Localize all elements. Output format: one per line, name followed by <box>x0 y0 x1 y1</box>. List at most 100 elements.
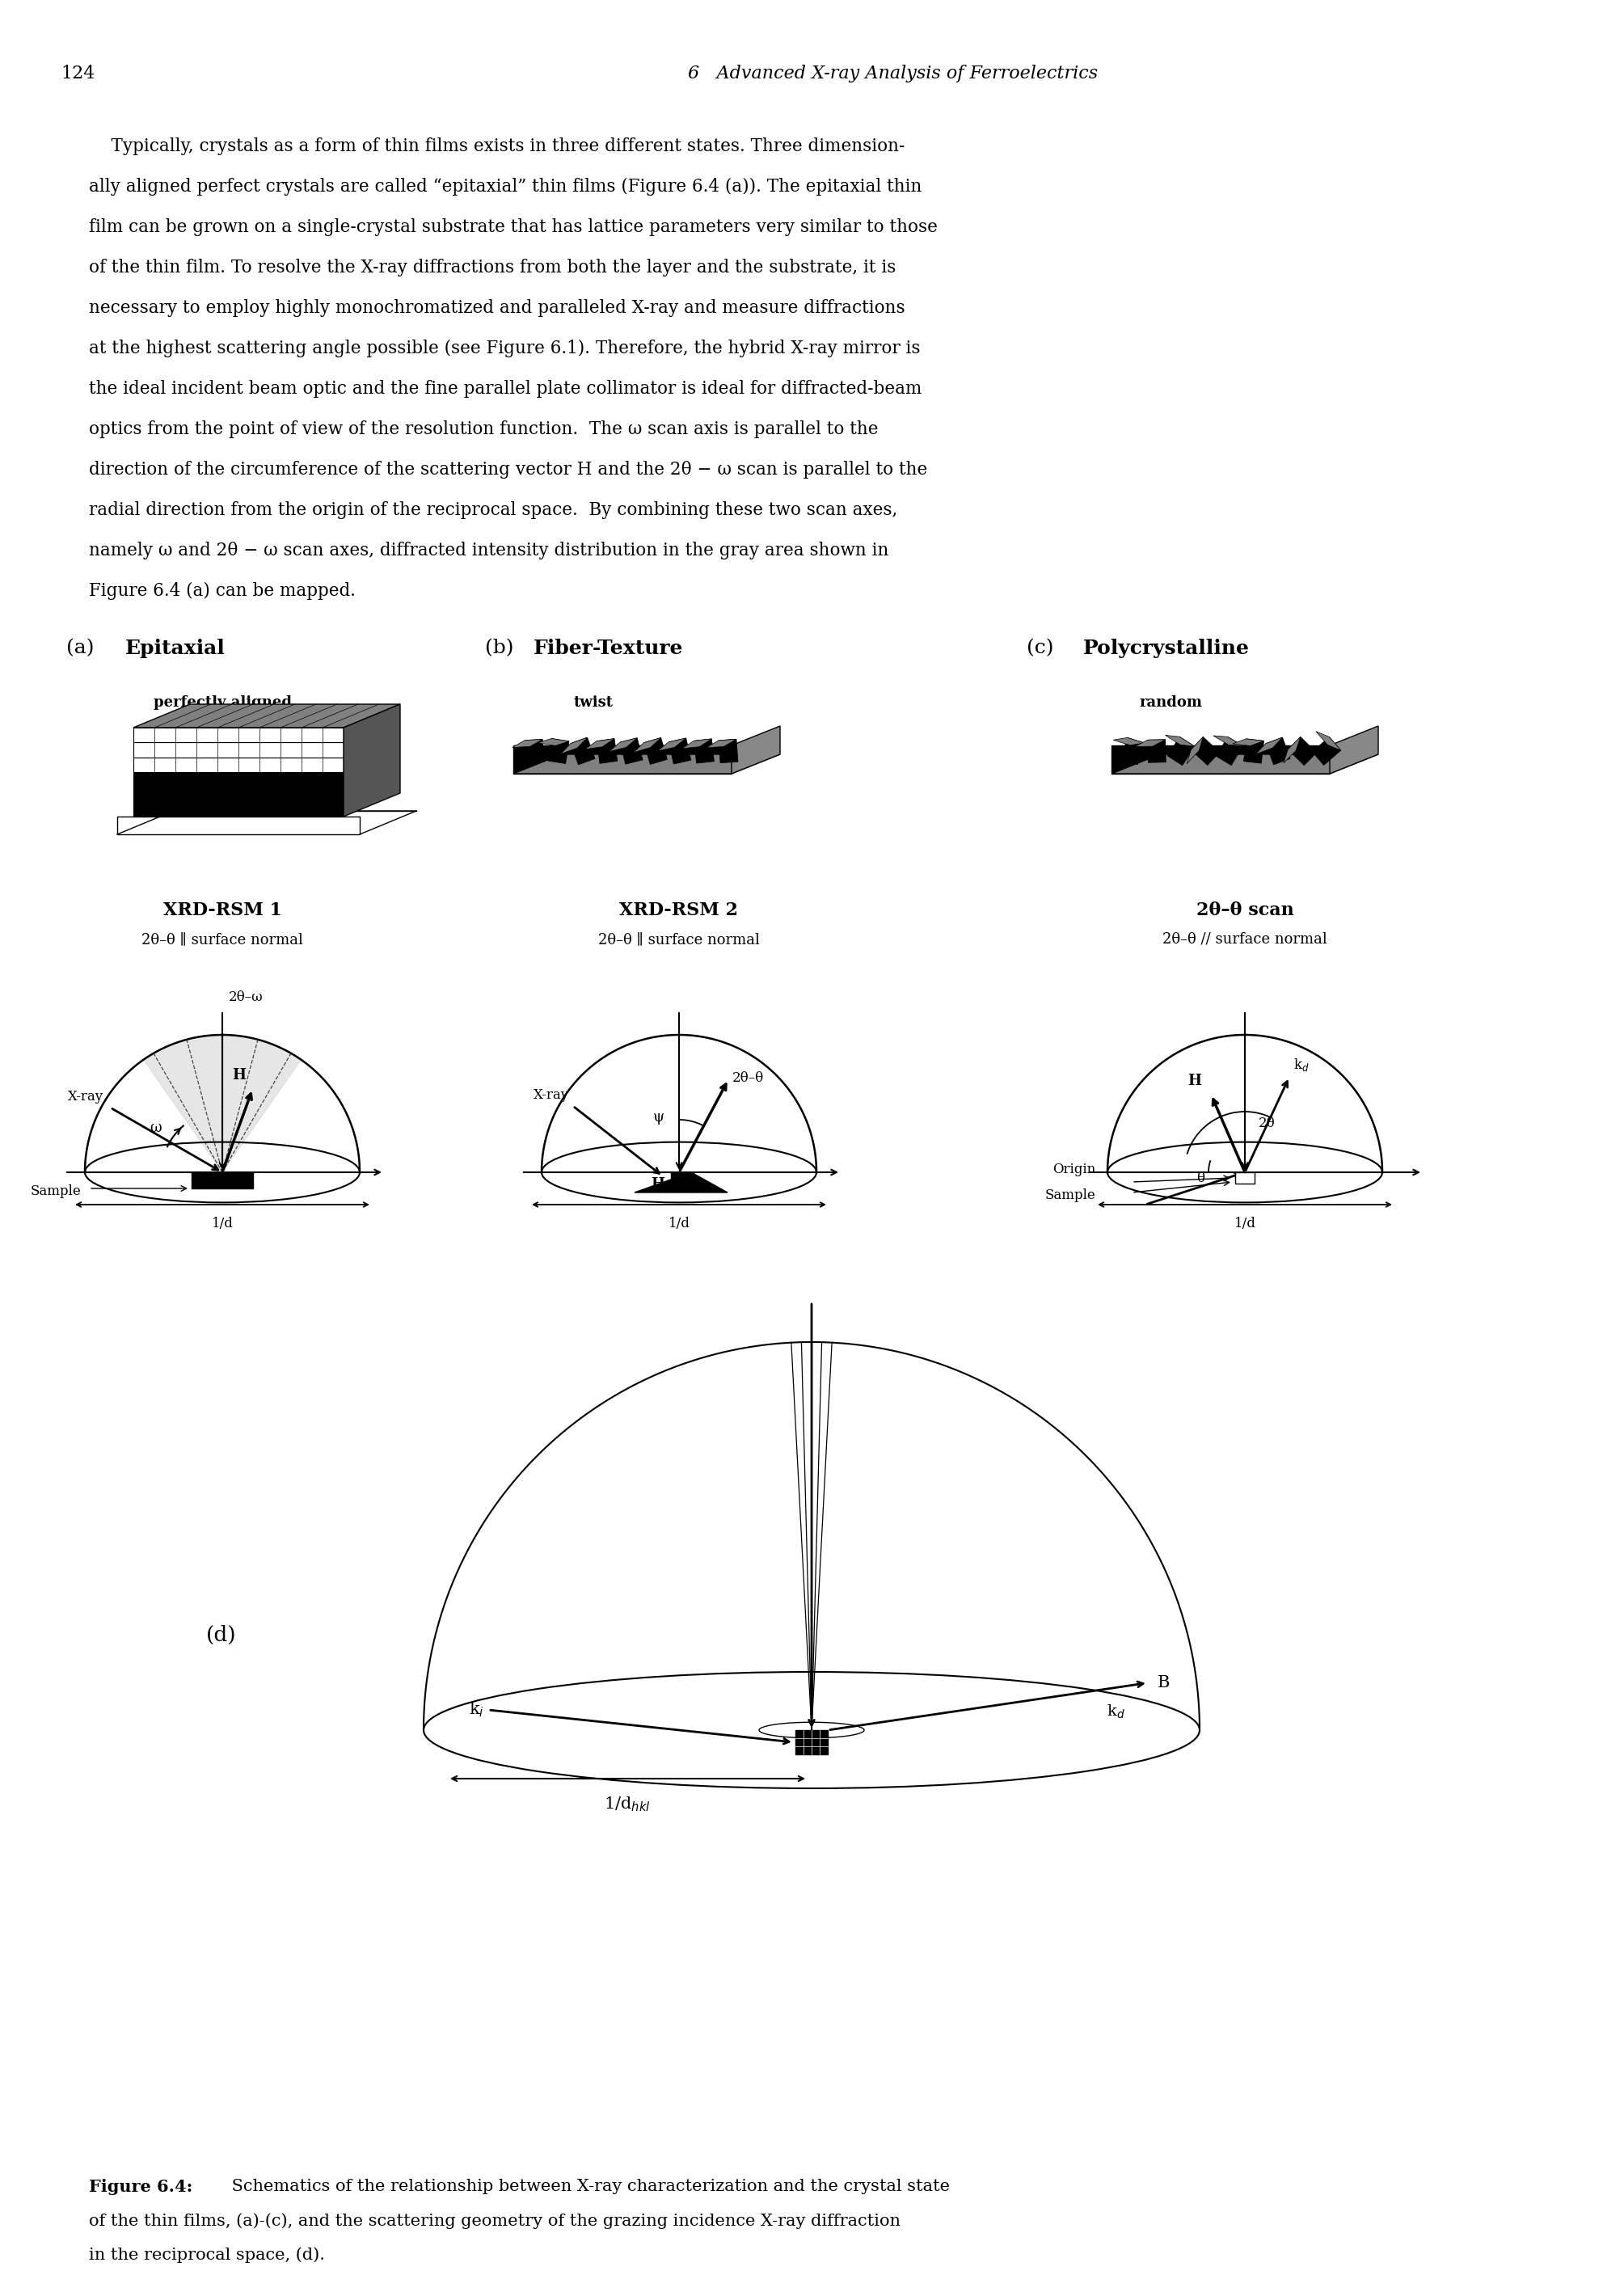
Text: at the highest scattering angle possible (see Figure 6.1). Therefore, the hybrid: at the highest scattering angle possible… <box>89 339 921 358</box>
Text: k$_i$: k$_i$ <box>469 1701 484 1719</box>
Polygon shape <box>682 738 711 749</box>
Text: film can be grown on a single-crystal substrate that has lattice parameters very: film can be grown on a single-crystal su… <box>89 218 937 236</box>
Text: perfectly aligned: perfectly aligned <box>154 694 292 711</box>
Text: 2θ–θ ∥ surface normal: 2θ–θ ∥ surface normal <box>598 933 760 947</box>
Polygon shape <box>1112 738 1145 745</box>
Polygon shape <box>560 738 588 754</box>
Text: Figure 6.4 (a) can be mapped.: Figure 6.4 (a) can be mapped. <box>89 582 356 601</box>
Text: (b): (b) <box>486 639 513 658</box>
Polygon shape <box>609 738 637 752</box>
Text: (a): (a) <box>67 639 94 658</box>
Polygon shape <box>596 738 617 763</box>
Polygon shape <box>547 738 568 763</box>
Text: X-ray: X-ray <box>68 1089 104 1102</box>
Polygon shape <box>693 738 715 763</box>
Polygon shape <box>192 1171 253 1190</box>
Text: X-ray: X-ray <box>533 1089 568 1102</box>
Text: θ: θ <box>1197 1171 1205 1185</box>
Polygon shape <box>344 704 400 816</box>
Text: of the thin films, (a)-(c), and the scattering geometry of the grazing incidence: of the thin films, (a)-(c), and the scat… <box>89 2212 901 2228</box>
Text: B: B <box>1158 1675 1169 1691</box>
Polygon shape <box>635 1171 728 1192</box>
Polygon shape <box>1244 738 1263 763</box>
Polygon shape <box>731 727 780 775</box>
Polygon shape <box>133 727 344 743</box>
Polygon shape <box>1255 738 1283 754</box>
Polygon shape <box>633 738 661 752</box>
Text: 2θ–ω: 2θ–ω <box>229 990 263 1004</box>
Polygon shape <box>133 772 344 786</box>
Text: ω: ω <box>149 1121 161 1135</box>
Text: namely ω and 2θ − ω scan axes, diffracted intensity distribution in the gray are: namely ω and 2θ − ω scan axes, diffracte… <box>89 541 888 559</box>
Text: Figure 6.4:: Figure 6.4: <box>89 2180 193 2196</box>
Polygon shape <box>1315 731 1341 749</box>
Text: 1/d: 1/d <box>1234 1217 1255 1231</box>
Text: 2θ–θ scan: 2θ–θ scan <box>1195 901 1294 919</box>
Text: 1/d$_{hkl}$: 1/d$_{hkl}$ <box>604 1795 651 1813</box>
Text: the ideal incident beam optic and the fine parallel plate collimator is ideal fo: the ideal incident beam optic and the fi… <box>89 380 922 399</box>
Text: twist: twist <box>573 694 614 711</box>
Polygon shape <box>671 1171 693 1190</box>
Polygon shape <box>1187 736 1203 763</box>
Polygon shape <box>512 740 542 747</box>
Text: Origin: Origin <box>1052 1162 1095 1176</box>
Polygon shape <box>1148 740 1166 763</box>
Text: necessary to employ highly monochromatized and paralleled X-ray and measure diff: necessary to employ highly monochromatiz… <box>89 300 905 316</box>
Polygon shape <box>513 745 731 775</box>
Text: Sample: Sample <box>1044 1190 1095 1203</box>
Text: Typically, crystals as a form of thin films exists in three different states. Th: Typically, crystals as a form of thin fi… <box>89 138 905 156</box>
Text: (c): (c) <box>1026 639 1054 658</box>
Polygon shape <box>1111 745 1330 775</box>
Text: ally aligned perfect crystals are called “epitaxial” thin films (Figure 6.4 (a)): ally aligned perfect crystals are called… <box>89 179 922 195</box>
Polygon shape <box>1121 738 1145 766</box>
Polygon shape <box>1216 736 1242 766</box>
Text: optics from the point of view of the resolution function.  The ω scan axis is pa: optics from the point of view of the res… <box>89 419 879 438</box>
Polygon shape <box>133 756 344 772</box>
Polygon shape <box>658 738 685 752</box>
Text: XRD-RSM 1: XRD-RSM 1 <box>162 901 281 919</box>
Polygon shape <box>1111 754 1379 775</box>
Polygon shape <box>796 1730 828 1753</box>
Polygon shape <box>133 802 344 816</box>
Text: ψ: ψ <box>653 1109 664 1125</box>
Text: 2θ–θ // surface normal: 2θ–θ // surface normal <box>1163 933 1327 947</box>
Text: 2θ: 2θ <box>1259 1116 1275 1130</box>
Polygon shape <box>1233 738 1263 745</box>
Text: of the thin film. To resolve the X-ray diffractions from both the layer and the : of the thin film. To resolve the X-ray d… <box>89 259 896 277</box>
Polygon shape <box>706 738 736 747</box>
Text: random: random <box>1140 694 1203 711</box>
Text: radial direction from the origin of the reciprocal space.  By combining these tw: radial direction from the origin of the … <box>89 502 898 518</box>
Text: direction of the circumference of the scattering vector H and the 2θ − ω scan is: direction of the circumference of the sc… <box>89 461 927 479</box>
Polygon shape <box>1213 736 1242 745</box>
Polygon shape <box>570 738 594 766</box>
Polygon shape <box>719 738 737 763</box>
Polygon shape <box>1166 736 1195 747</box>
Text: in the reciprocal space, (d).: in the reciprocal space, (d). <box>89 2246 325 2262</box>
Text: Y: Y <box>676 1178 682 1190</box>
Polygon shape <box>1168 736 1195 766</box>
Polygon shape <box>1283 736 1301 763</box>
Polygon shape <box>1236 1171 1255 1183</box>
Text: Fiber-Texture: Fiber-Texture <box>534 639 684 658</box>
Text: XRD-RSM 2: XRD-RSM 2 <box>620 901 739 919</box>
Polygon shape <box>513 754 780 775</box>
Polygon shape <box>1265 738 1291 766</box>
Text: k$_d$: k$_d$ <box>1293 1057 1309 1073</box>
Text: Sample: Sample <box>31 1185 81 1199</box>
Polygon shape <box>643 738 667 766</box>
Polygon shape <box>669 738 690 763</box>
Polygon shape <box>133 743 344 756</box>
Text: 2θ–θ: 2θ–θ <box>732 1070 765 1084</box>
Text: Polycrystalline: Polycrystalline <box>1083 639 1250 658</box>
Polygon shape <box>538 738 568 745</box>
Polygon shape <box>133 786 344 802</box>
Text: H: H <box>232 1068 247 1082</box>
Text: Epitaxial: Epitaxial <box>125 639 226 658</box>
Polygon shape <box>143 1036 300 1171</box>
Text: 2θ–θ ∥ surface normal: 2θ–θ ∥ surface normal <box>141 933 304 947</box>
Text: H: H <box>1187 1073 1202 1089</box>
Polygon shape <box>1330 727 1379 775</box>
Text: 1/d: 1/d <box>211 1217 234 1231</box>
Polygon shape <box>525 740 544 763</box>
Polygon shape <box>117 816 361 834</box>
